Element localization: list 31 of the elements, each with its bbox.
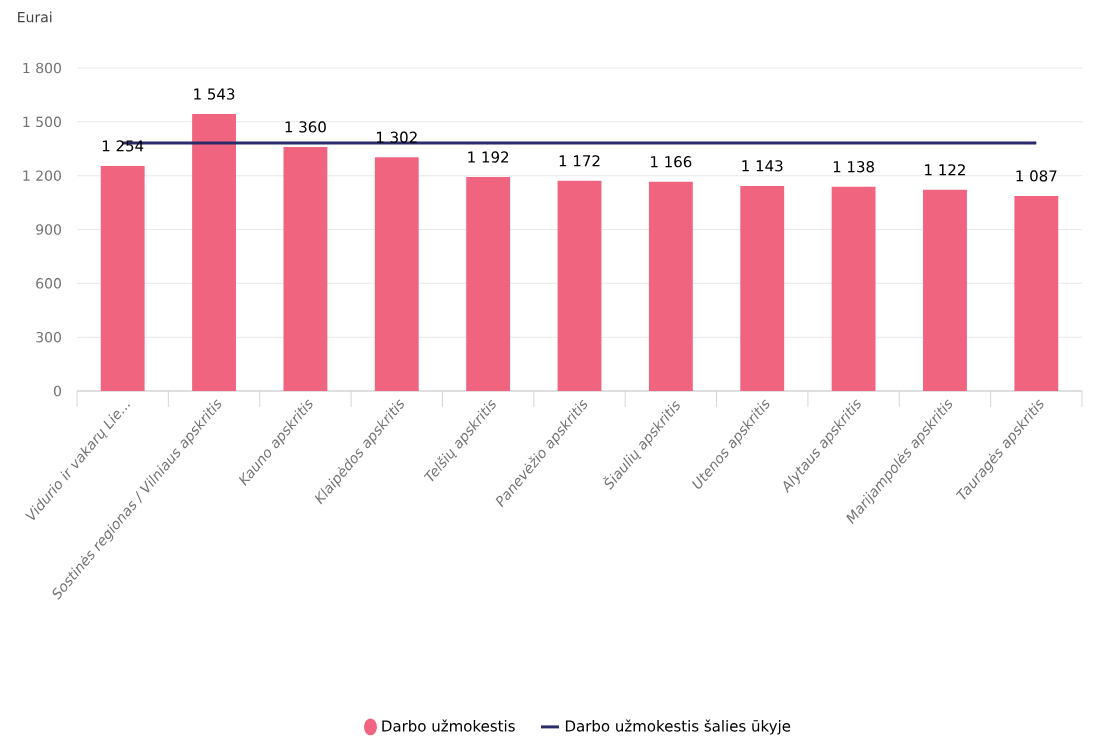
legend-label: Darbo užmokestis šalies ūkyje <box>565 719 791 735</box>
data-label: 1 138 <box>833 160 874 173</box>
data-label: 1 543 <box>194 88 235 100</box>
y-tick-label: 900 <box>36 224 61 235</box>
y-tick-label: 0 <box>53 385 61 397</box>
data-label: 1 166 <box>651 155 692 168</box>
data-label: 1 122 <box>925 163 965 176</box>
data-label: 1 087 <box>1016 169 1057 182</box>
bar <box>100 165 145 391</box>
bar <box>192 113 236 391</box>
legend-label: Darbo užmokestis <box>382 719 515 732</box>
bar <box>648 181 693 391</box>
bar <box>466 176 511 391</box>
bar <box>1014 195 1059 391</box>
data-label: 1 302 <box>376 131 417 143</box>
bar <box>283 146 328 391</box>
data-label: 1 172 <box>559 154 600 167</box>
bar <box>831 186 876 391</box>
bar <box>374 157 419 391</box>
y-tick-label: 1 200 <box>23 170 61 181</box>
y-tick-label: 600 <box>36 277 61 289</box>
bar <box>923 189 967 391</box>
y-tick-label: 1 500 <box>23 116 61 127</box>
data-label: 1 143 <box>742 159 783 172</box>
y-tick-label: 300 <box>36 331 61 343</box>
bar <box>557 180 602 391</box>
data-label: 1 360 <box>285 121 326 133</box>
bar <box>740 185 785 391</box>
data-label: 1 192 <box>468 151 509 163</box>
y-axis-title: Eurai <box>18 11 52 23</box>
y-tick-label: 1 800 <box>23 62 61 74</box>
